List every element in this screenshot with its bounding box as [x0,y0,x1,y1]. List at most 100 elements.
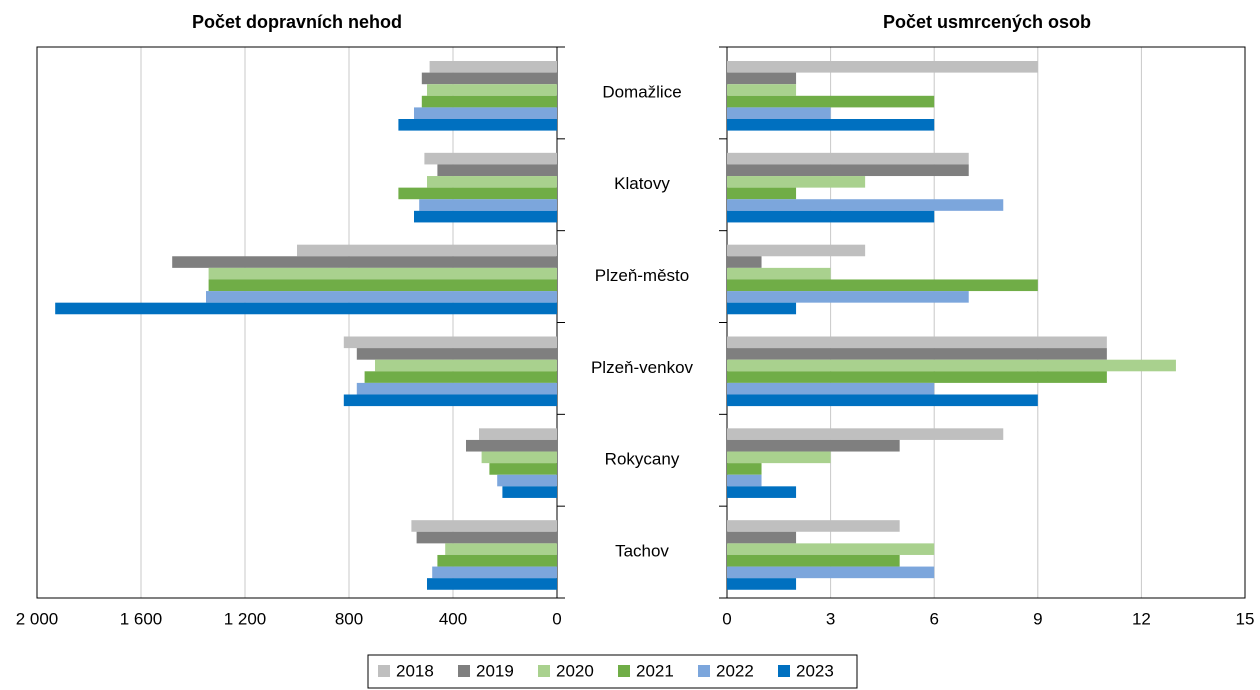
bar [375,359,557,372]
bar [419,199,557,211]
bar [208,279,557,292]
bar [727,244,866,257]
bar [727,359,1176,372]
bar [427,176,557,188]
bar [424,152,557,165]
bar [727,554,900,567]
bar [727,119,935,131]
bar [432,566,557,579]
bar [206,291,557,303]
bar [727,210,935,223]
x-tick-label: 15 [1236,609,1255,628]
legend-swatch [378,665,390,677]
bar [343,336,557,349]
legend-swatch [618,665,630,677]
bar [427,578,557,590]
bar [727,291,969,303]
bar [727,187,797,200]
bar [727,199,1004,211]
bar [727,176,866,188]
legend-swatch [698,665,710,677]
bar [497,474,557,487]
bar [172,256,557,268]
bar [481,451,557,464]
category-label: Klatovy [614,174,670,193]
legend-label: 2021 [636,661,674,680]
bar [727,428,1004,440]
bar [411,520,557,532]
x-tick-label: 0 [722,609,731,628]
bar [727,531,797,544]
bar [727,256,762,268]
x-tick-label: 12 [1132,609,1151,628]
bar [727,279,1038,292]
x-tick-label: 1 600 [120,609,163,628]
x-tick-label: 9 [1033,609,1042,628]
bar [208,267,557,280]
x-tick-label: 800 [335,609,363,628]
legend-label: 2019 [476,661,514,680]
bar [55,302,557,315]
bar [727,474,762,487]
bar [727,578,797,590]
bar [727,394,1038,407]
chart-title: Počet usmrcených osob [883,12,1091,32]
bar [421,72,557,85]
bar [727,543,935,555]
x-tick-label: 6 [929,609,938,628]
bar [502,486,557,498]
x-tick-label: 1 200 [224,609,267,628]
bar [727,107,831,119]
bar [727,302,797,315]
legend-swatch [778,665,790,677]
bar [427,84,557,96]
legend-label: 2023 [796,661,834,680]
category-label: Domažlice [602,82,681,101]
x-tick-label: 400 [439,609,467,628]
category-label: Rokycany [605,450,680,469]
bar [727,382,935,395]
bar [297,244,557,257]
bar [727,348,1107,360]
bar [479,428,557,440]
bar [364,371,557,383]
category-label: Plzeň-venkov [591,358,694,377]
bar [727,61,1038,73]
x-tick-label: 0 [552,609,561,628]
legend-swatch [458,665,470,677]
bar [398,119,557,131]
bar [437,554,557,567]
bar [727,84,797,96]
bar [398,187,557,200]
bar [416,531,557,544]
bar [727,164,969,177]
bar [727,439,900,452]
bar [414,210,557,223]
category-label: Plzeň-město [595,266,689,285]
bar [437,164,557,177]
bar [727,520,900,532]
bar [727,371,1107,383]
bar [727,451,831,464]
bar [429,61,557,73]
bar [466,439,557,452]
legend-swatch [538,665,550,677]
bar [727,486,797,498]
bar [343,394,557,407]
bar [727,267,831,280]
bar [727,95,935,108]
legend-box [367,654,858,689]
legend-label: 2018 [396,661,434,680]
legend-label: 2022 [716,661,754,680]
bar [445,543,557,555]
bar [414,107,557,119]
bar [727,152,969,165]
x-tick-label: 2 000 [16,609,59,628]
bar [727,566,935,579]
category-label: Tachov [615,542,669,561]
bar [727,336,1107,349]
bar [356,348,557,360]
x-tick-label: 3 [826,609,835,628]
bar [489,463,557,475]
